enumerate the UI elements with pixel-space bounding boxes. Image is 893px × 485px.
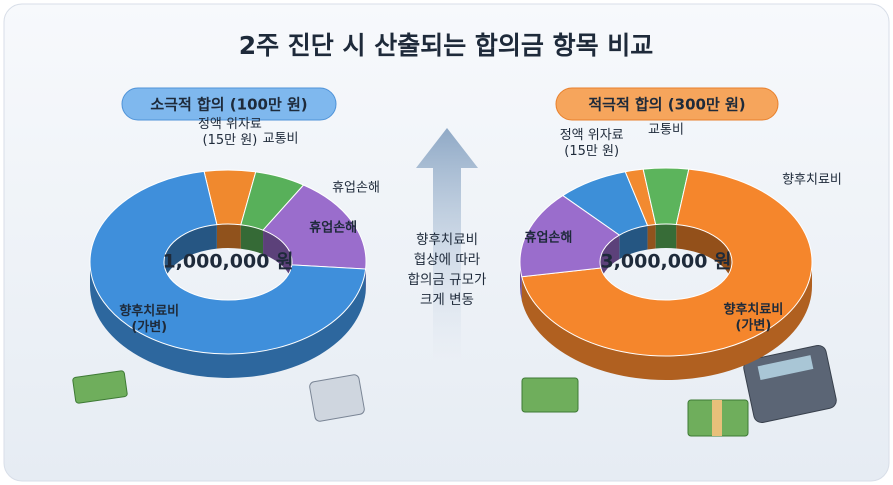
slice-inner-side (655, 224, 677, 249)
slice-label: 교통비 (263, 131, 299, 146)
slice-label: 휴업손해 (309, 220, 357, 236)
slice-side (90, 262, 366, 379)
center-label: 3,000,000 원 (600, 251, 731, 273)
note: 합의금 규모가 (408, 272, 487, 288)
callout: 휴업손해 (332, 181, 380, 196)
slice-inner-side (164, 224, 217, 286)
title: 2주 진단 시 산출되는 합의금 항목 비교 (239, 31, 654, 60)
slice (519, 194, 621, 278)
slice-inner-side (676, 224, 732, 286)
slice-inner-side (647, 224, 656, 250)
slice-inner-side (263, 230, 292, 286)
note: 크게 변동 (420, 292, 474, 308)
slice-label: 정액 위자료 (15만 원) (198, 117, 262, 148)
slice-label: 향후치료비 (가변) (119, 302, 179, 334)
slice-inner-side (619, 225, 648, 260)
note: 향후치료비 (416, 232, 478, 248)
slice (89, 170, 367, 355)
slice (521, 168, 813, 357)
slice-side (521, 262, 812, 380)
note: 협상에 따라 (414, 252, 481, 268)
center-label: 1,000,000 원 (162, 251, 293, 273)
slice-label: 휴업손해 (525, 229, 573, 245)
slice-label: 정액 위자료 (15만 원) (560, 128, 624, 159)
arrow (416, 128, 478, 360)
slice-label: 향후치료비 (가변) (723, 301, 783, 333)
callout: 향후치료비 (782, 173, 842, 188)
chart-title: 소극적 합의 (100만 원) (150, 96, 307, 114)
calculator-icon (309, 344, 837, 424)
slice-label: 교통비 (648, 123, 684, 138)
money-icon (72, 370, 749, 437)
chart-title: 적극적 합의 (300만 원) (588, 96, 745, 114)
pill (121, 87, 337, 121)
slice-inner-side (216, 223, 241, 249)
slice-inner-side (240, 224, 264, 255)
slice (262, 184, 367, 270)
pill (555, 87, 779, 121)
